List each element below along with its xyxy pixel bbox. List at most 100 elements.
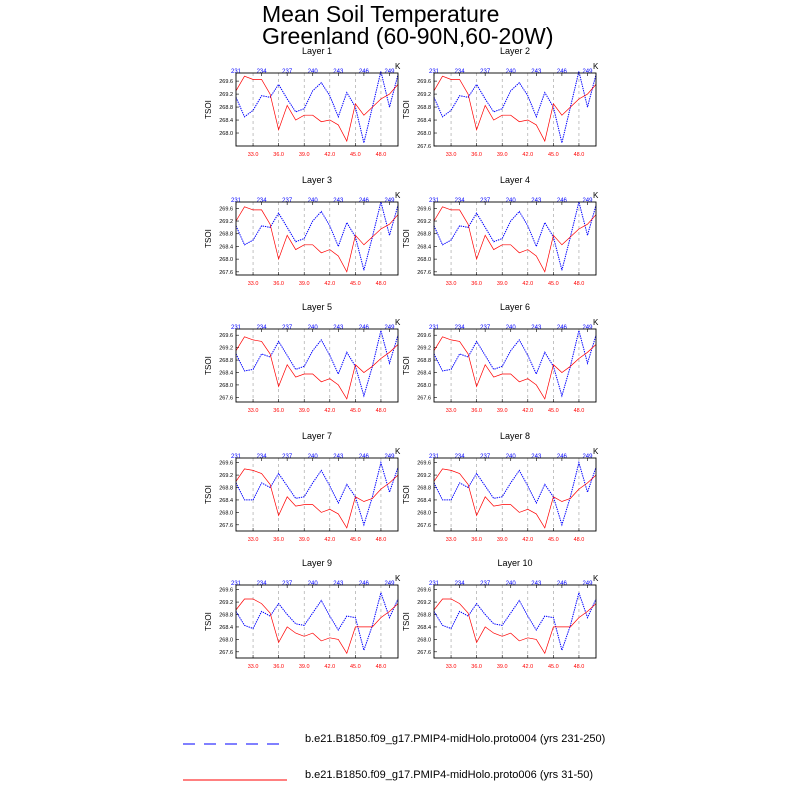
series-red-line [235, 336, 399, 400]
series-red-line [433, 336, 597, 400]
bottom-tick-label: 42.0 [522, 152, 533, 158]
y-tick-label: 268.0 [219, 383, 233, 389]
top-tick-label: 243 [333, 454, 344, 460]
top-tick-label: 246 [557, 325, 568, 331]
plot-frame [433, 201, 597, 276]
top-tick-label: 234 [455, 69, 466, 75]
top-tick-label: 243 [531, 198, 542, 204]
y-tick-label: 268.0 [417, 257, 431, 263]
y-tick-label: 267.6 [219, 395, 233, 401]
y-tick-label: 269.6 [219, 206, 233, 212]
bottom-tick-label: 42.0 [324, 281, 335, 287]
y-axis-label: TSOI [204, 100, 213, 119]
top-tick-label: 231 [429, 198, 440, 204]
bottom-tick-label: 33.0 [248, 664, 259, 670]
panel-layer-5: Layer 5 231 234 237 240 243 246 249 K 269.6 269.2 2… [204, 302, 401, 431]
bottom-tick-label: 45.0 [548, 408, 559, 414]
top-tick-label: 237 [480, 198, 491, 204]
panel-title: Layer 3 [302, 175, 332, 185]
bottom-tick-label: 36.0 [273, 281, 284, 287]
top-tick-label: 237 [480, 325, 491, 331]
top-tick-label: 234 [455, 454, 466, 460]
panel-layer-9: Layer 9 231 234 237 240 243 246 249 K 269.6 269.2 2… [204, 558, 401, 687]
top-tick-label: 231 [429, 581, 440, 587]
top-tick-label: 249 [384, 325, 395, 331]
top-tick-label: 246 [359, 454, 370, 460]
bottom-tick-label: 45.0 [548, 537, 559, 543]
top-tick-label: 231 [429, 325, 440, 331]
top-axis-unit: K [593, 318, 599, 327]
bottom-tick-label: 33.0 [248, 537, 259, 543]
series-red-line [433, 75, 597, 143]
panel-layer-7: Layer 7 231 234 237 240 243 246 249 K 269.6 269.2 2… [204, 431, 401, 560]
top-tick-label: 240 [506, 454, 517, 460]
panel-layer-1: Layer 1 231 234 237 240 243 246 249 K 269.6 269.2 2… [204, 46, 401, 175]
bottom-tick-label: 45.0 [350, 152, 361, 158]
bottom-tick-label: 42.0 [522, 664, 533, 670]
top-tick-label: 234 [257, 325, 268, 331]
top-tick-label: 249 [582, 69, 593, 75]
top-tick-label: 237 [282, 198, 293, 204]
series-blue-line [433, 71, 597, 143]
y-tick-label: 268.8 [417, 486, 431, 492]
bottom-tick-label: 39.0 [299, 664, 310, 670]
y-tick-label: 268.4 [219, 244, 233, 250]
bottom-tick-label: 36.0 [471, 664, 482, 670]
y-axis-label: TSOI [402, 100, 411, 119]
legend-swatch-solid-red [183, 779, 287, 781]
bottom-tick-label: 48.0 [574, 281, 585, 287]
bottom-tick-label: 42.0 [522, 408, 533, 414]
panel-title: Layer 8 [500, 431, 530, 441]
top-tick-label: 243 [333, 581, 344, 587]
bottom-tick-label: 36.0 [273, 408, 284, 414]
bottom-tick-label: 36.0 [471, 152, 482, 158]
top-tick-label: 231 [231, 581, 242, 587]
y-tick-label: 268.0 [219, 257, 233, 263]
bottom-tick-label: 42.0 [324, 537, 335, 543]
bottom-tick-label: 39.0 [299, 152, 310, 158]
top-tick-label: 234 [455, 198, 466, 204]
bottom-tick-label: 36.0 [273, 664, 284, 670]
plot-frame [433, 584, 597, 659]
panel-layer-10: Layer 10 231 234 237 240 243 246 249 K 269.6 269.2… [402, 558, 599, 687]
top-tick-label: 237 [282, 69, 293, 75]
bottom-tick-label: 48.0 [574, 664, 585, 670]
top-tick-label: 231 [231, 454, 242, 460]
y-tick-label: 268.8 [417, 232, 431, 238]
top-tick-label: 249 [582, 325, 593, 331]
legend-label-series2: b.e21.B1850.f09_g17.PMIP4-midHolo.proto0… [305, 769, 594, 781]
y-tick-label: 269.6 [417, 206, 431, 212]
bottom-tick-label: 39.0 [299, 408, 310, 414]
legend-item-series1: b.e21.B1850.f09_g17.PMIP4-midHolo.proto0… [180, 733, 620, 753]
y-tick-label: 269.2 [417, 473, 431, 479]
top-tick-label: 240 [308, 69, 319, 75]
bottom-tick-label: 39.0 [497, 152, 508, 158]
bottom-tick-label: 45.0 [350, 408, 361, 414]
top-tick-label: 243 [531, 454, 542, 460]
panel-layer-8: Layer 8 231 234 237 240 243 246 249 K 269.6 269.2 2… [402, 431, 599, 560]
top-tick-label: 246 [359, 198, 370, 204]
y-axis-label: TSOI [402, 229, 411, 248]
panel-title: Layer 2 [500, 46, 530, 56]
top-tick-label: 231 [231, 69, 242, 75]
series-blue-line [235, 330, 399, 398]
panel-title: Layer 6 [500, 302, 530, 312]
y-tick-label: 269.2 [417, 600, 431, 606]
y-tick-label: 269.2 [219, 600, 233, 606]
y-tick-label: 267.6 [417, 270, 431, 276]
top-tick-label: 249 [384, 581, 395, 587]
bottom-tick-label: 39.0 [497, 281, 508, 287]
bottom-tick-label: 48.0 [376, 281, 387, 287]
bottom-tick-label: 48.0 [376, 664, 387, 670]
series-blue-line [433, 201, 597, 271]
top-tick-label: 246 [359, 325, 370, 331]
top-tick-label: 240 [308, 198, 319, 204]
panel-title: Layer 4 [500, 175, 530, 185]
chart-title-line1: Mean Soil Temperature [262, 1, 500, 27]
series-red-line [433, 468, 597, 529]
panel-title: Layer 5 [302, 302, 332, 312]
top-tick-label: 249 [384, 198, 395, 204]
y-tick-label: 269.2 [417, 346, 431, 352]
